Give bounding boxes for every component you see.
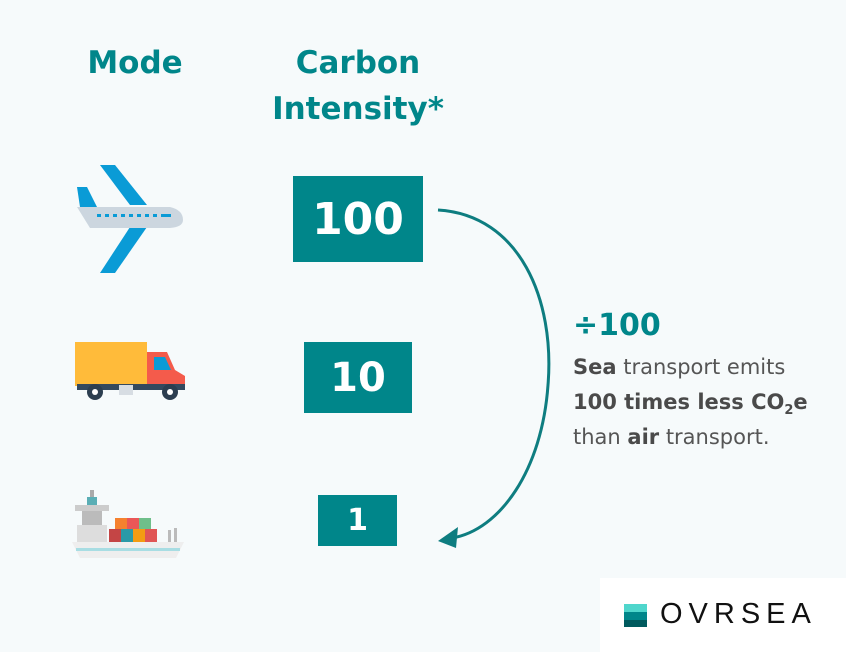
carbon-header-line1: Carbon bbox=[295, 45, 421, 81]
container-ship-icon bbox=[72, 490, 184, 558]
arrowhead-icon bbox=[438, 527, 458, 548]
callout-line3: than air transport. bbox=[573, 420, 770, 455]
ovrsea-logo-icon bbox=[624, 604, 647, 627]
intensity-box-plane: 100 bbox=[293, 176, 423, 262]
line2-end: e bbox=[793, 390, 808, 414]
line3-start: than bbox=[573, 425, 628, 449]
ovrsea-logo-text: OVRSEA bbox=[660, 598, 817, 630]
carbon-intensity-header: Carbon Intensity* bbox=[258, 40, 458, 132]
line1-rest: transport emits bbox=[616, 355, 786, 379]
sea-bold: Sea bbox=[573, 355, 617, 379]
mode-header: Mode bbox=[87, 45, 183, 81]
logo-panel: OVRSEA bbox=[600, 578, 846, 652]
carbon-header-line2: Intensity* bbox=[272, 91, 444, 127]
air-bold: air bbox=[627, 425, 660, 449]
line3-rest: transport. bbox=[659, 425, 770, 449]
airplane-icon bbox=[77, 165, 183, 273]
truck-icon bbox=[75, 342, 185, 400]
callout-line1: Sea transport emits bbox=[573, 350, 785, 385]
callout-line2: 100 times less CO2e bbox=[573, 385, 808, 428]
intensity-box-ship: 1 bbox=[318, 495, 397, 546]
line2-bold: 100 times less CO bbox=[573, 390, 785, 414]
intensity-box-truck: 10 bbox=[304, 342, 412, 413]
co2-subscript: 2 bbox=[784, 403, 794, 419]
ratio-label: ÷100 bbox=[573, 308, 661, 343]
